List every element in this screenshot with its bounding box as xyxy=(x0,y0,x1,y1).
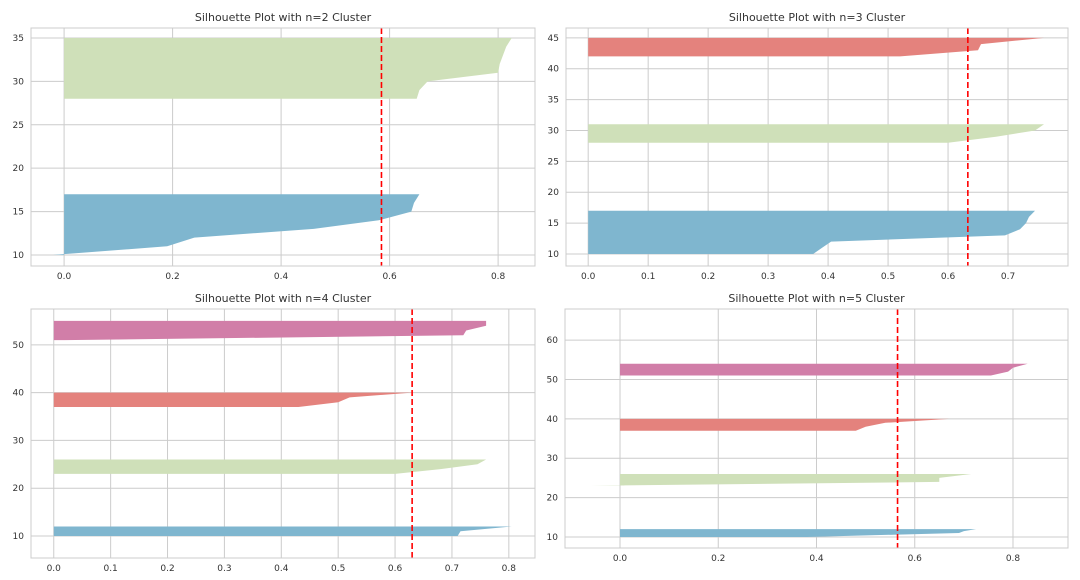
y-tick-label: 10 xyxy=(13,251,25,261)
y-tick-label: 10 xyxy=(13,532,25,542)
y-tick-label: 40 xyxy=(548,65,560,75)
y-tick-label: 15 xyxy=(548,219,559,229)
y-tick-label: 20 xyxy=(13,164,25,174)
y-tick-label: 50 xyxy=(547,375,559,385)
y-tick-label: 45 xyxy=(548,34,559,44)
cluster-2-silhouette xyxy=(53,459,487,474)
x-tick-label: 0.4 xyxy=(274,272,289,282)
x-tick-label: 0.6 xyxy=(941,272,956,282)
cluster-4-silhouette xyxy=(620,363,1028,376)
x-tick-label: 0.2 xyxy=(701,272,715,282)
cluster-4-silhouette xyxy=(53,320,487,341)
cluster-1-silhouette xyxy=(620,529,977,537)
cluster-3-silhouette xyxy=(53,392,413,407)
subplot-title: Silhouette Plot with n=5 Cluster xyxy=(728,292,905,305)
x-tick-label: 0.5 xyxy=(881,272,895,282)
x-tick-label: 0.8 xyxy=(491,272,506,282)
x-tick-label: 0.8 xyxy=(1006,554,1021,564)
subplot-3: 0.0 0.1 0.2 0.3 0.4 0.5 0.6 0.7 0.8 10 20 30 40 50 Sil… xyxy=(13,292,536,574)
y-tick-label: 30 xyxy=(548,126,560,136)
cluster-1-silhouette xyxy=(53,526,512,536)
cluster-2-silhouette xyxy=(590,474,972,486)
y-tick-label: 35 xyxy=(13,34,24,44)
cluster-2-silhouette xyxy=(588,124,1044,143)
x-tick-label: 0.8 xyxy=(502,564,517,574)
plot-area xyxy=(31,309,535,558)
subplot-title: Silhouette Plot with n=2 Cluster xyxy=(195,11,372,24)
x-tick-label: 0.3 xyxy=(761,272,775,282)
x-tick-label: 0.4 xyxy=(809,554,824,564)
x-tick-label: 0.7 xyxy=(445,564,459,574)
y-tick-label: 40 xyxy=(547,415,559,425)
cluster-1-silhouette xyxy=(53,194,420,255)
y-tick-label: 10 xyxy=(547,533,559,543)
x-tick-label: 0.2 xyxy=(165,272,179,282)
y-tick-label: 60 xyxy=(547,336,559,346)
y-tick-label: 30 xyxy=(547,454,559,464)
cluster-3-silhouette xyxy=(620,418,950,431)
x-tick-label: 0.3 xyxy=(217,564,231,574)
x-tick-label: 0.0 xyxy=(581,272,596,282)
y-tick-label: 30 xyxy=(13,77,25,87)
y-tick-label: 15 xyxy=(13,208,24,218)
y-tick-label: 35 xyxy=(548,96,559,106)
axes-frame xyxy=(565,27,1069,267)
x-tick-label: 0.4 xyxy=(821,272,836,282)
y-tick-label: 30 xyxy=(13,436,25,446)
x-tick-label: 0.0 xyxy=(613,554,628,564)
axes-frame xyxy=(30,308,536,559)
subplot-1: 0.0 0.2 0.4 0.6 0.8 10 15 20 25 30 35 Silhouette Pl… xyxy=(13,11,536,282)
y-tick-label: 20 xyxy=(548,188,560,198)
y-tick-label: 25 xyxy=(13,121,24,131)
x-tick-label: 0.2 xyxy=(711,554,725,564)
axes-frame xyxy=(30,27,536,267)
x-tick-label: 0.0 xyxy=(47,564,62,574)
y-tick-label: 25 xyxy=(548,157,559,167)
x-tick-label: 0.1 xyxy=(641,272,655,282)
y-tick-label: 20 xyxy=(547,494,559,504)
x-tick-label: 0.6 xyxy=(908,554,923,564)
subplot-2: 0.0 0.1 0.2 0.3 0.4 0.5 0.6 0.7 10 15 20 25 30 35 40 45… xyxy=(548,11,1069,282)
x-tick-label: 0.6 xyxy=(382,272,397,282)
y-tick-label: 50 xyxy=(13,341,25,351)
axes-frame xyxy=(564,308,1069,549)
x-tick-label: 0.5 xyxy=(331,564,345,574)
x-tick-label: 0.6 xyxy=(388,564,403,574)
cluster-1-silhouette xyxy=(588,210,1035,254)
x-tick-label: 0.0 xyxy=(57,272,72,282)
cluster-3-silhouette xyxy=(588,37,1044,57)
x-tick-label: 0.4 xyxy=(274,564,289,574)
y-tick-label: 10 xyxy=(548,250,560,260)
x-tick-label: 0.7 xyxy=(1001,272,1015,282)
x-tick-label: 0.1 xyxy=(103,564,117,574)
y-tick-label: 20 xyxy=(13,484,25,494)
x-tick-label: 0.2 xyxy=(160,564,174,574)
y-tick-label: 40 xyxy=(13,389,25,399)
subplot-title: Silhouette Plot with n=4 Cluster xyxy=(195,292,372,305)
subplot-title: Silhouette Plot with n=3 Cluster xyxy=(729,11,906,24)
cluster-2-silhouette xyxy=(64,38,512,99)
subplot-4: 0.0 0.2 0.4 0.6 0.8 10 20 30 40 50 60 Silhouette Pl… xyxy=(547,292,1069,564)
